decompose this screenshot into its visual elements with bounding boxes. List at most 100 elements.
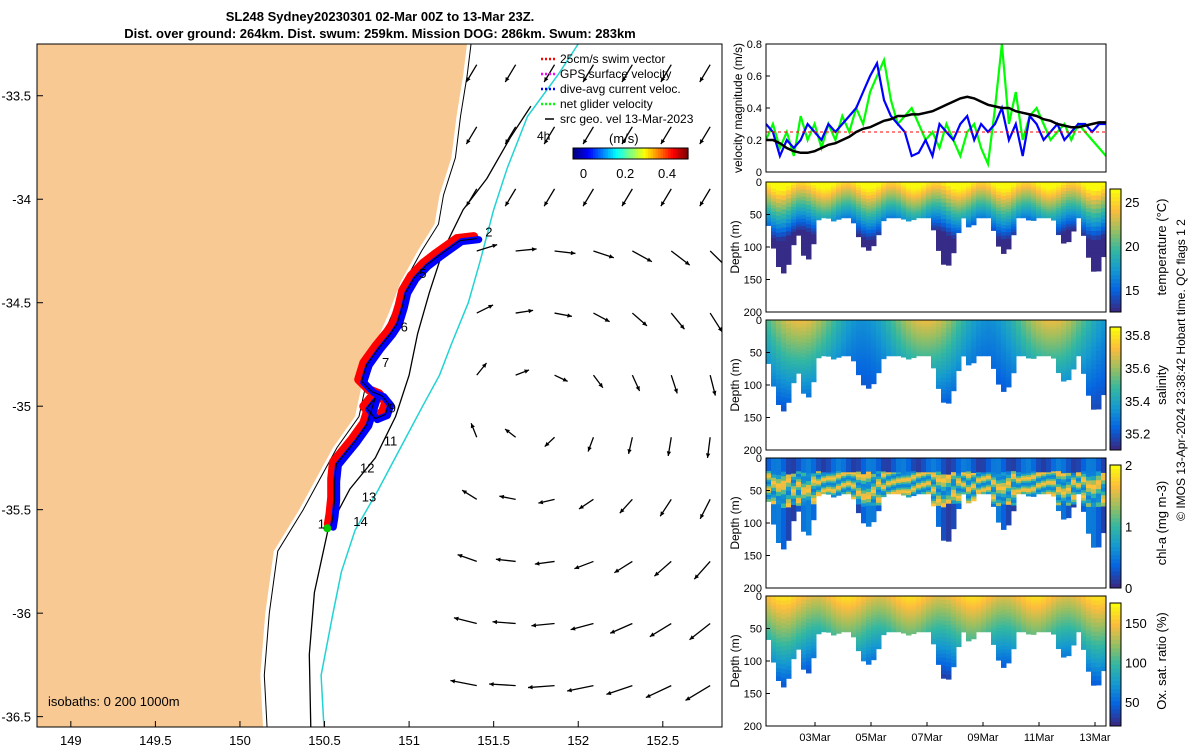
section-cell: [876, 189, 882, 194]
section-cell: [1066, 499, 1072, 504]
section-cell: [786, 365, 792, 370]
section-cell: [806, 465, 812, 471]
section-cell: [961, 352, 967, 355]
section-cell: [1081, 468, 1087, 472]
section-cell: [1051, 342, 1057, 346]
section-cell: [936, 223, 942, 227]
section-cell: [806, 630, 812, 635]
section-cell: [961, 486, 967, 490]
section-cell: [916, 201, 922, 204]
section-cell: [906, 189, 912, 193]
section-cell: [1076, 470, 1082, 473]
section-colorbar-swatch: [1110, 254, 1121, 260]
section-colorbar-swatch: [1110, 489, 1121, 495]
section-cell: [1051, 352, 1057, 355]
section-cell: [791, 326, 797, 330]
section-cell: [1061, 476, 1067, 480]
section-cell: [951, 351, 957, 356]
section-cell: [796, 500, 802, 504]
section-cell: [991, 320, 997, 323]
section-cell: [791, 376, 797, 381]
section-cell: [836, 187, 842, 190]
section-cell: [891, 201, 897, 204]
section-cell: [931, 322, 937, 326]
section-cell: [811, 188, 817, 192]
section-cell: [836, 327, 842, 330]
section-cell: [801, 207, 807, 212]
section-cell: [856, 617, 862, 622]
geo-arrow: [645, 685, 672, 699]
section-cell: [876, 320, 882, 324]
section-cell: [911, 459, 917, 463]
section-cell: [881, 488, 887, 492]
section-cell: [1056, 205, 1062, 209]
section-cell: [1031, 461, 1037, 465]
section-cell: [1016, 461, 1022, 464]
section-cell: [776, 249, 782, 255]
section-cell: [796, 325, 802, 329]
section-cell: [1086, 350, 1092, 355]
section-cell: [1011, 327, 1017, 332]
section-cell: [1056, 320, 1062, 324]
section-cell: [776, 220, 782, 225]
section-cell: [1026, 200, 1032, 204]
section-cell: [956, 204, 962, 208]
section-cell: [991, 344, 997, 348]
section-cell: [1066, 346, 1072, 351]
section-cell: [1091, 489, 1097, 495]
section-cell: [786, 186, 792, 191]
section-cell: [1076, 466, 1082, 470]
section-cell: [821, 629, 827, 633]
section-cell: [771, 323, 777, 328]
section-cell: [826, 614, 832, 617]
section-cell: [781, 195, 787, 201]
section-cell: [1081, 357, 1087, 361]
section-cell: [1076, 490, 1082, 493]
section-cell: [976, 328, 982, 332]
section-cell: [856, 233, 862, 238]
section-cell: [1041, 321, 1047, 325]
section-cell: [861, 329, 867, 334]
section-cell: [1051, 189, 1057, 193]
section-cell: [921, 327, 927, 330]
section-cell: [1071, 504, 1077, 508]
section-cell: [841, 321, 847, 325]
section-cell: [906, 320, 912, 323]
section-cell: [876, 486, 882, 491]
section-cell: [921, 196, 927, 199]
section-cell: [806, 212, 812, 218]
section-cell: [901, 355, 907, 358]
section-cell: [881, 331, 887, 335]
section-cell: [771, 359, 777, 364]
section-cell: [881, 207, 887, 210]
section-cell: [846, 337, 852, 341]
section-cell: [1036, 343, 1042, 346]
section-cell: [1086, 242, 1092, 247]
section-cell: [766, 617, 772, 621]
section-cell: [821, 192, 827, 196]
section-cell: [791, 639, 797, 644]
section-cell: [971, 192, 977, 196]
section-cell: [1061, 338, 1067, 342]
section-cell: [826, 477, 832, 481]
section-cell: [1006, 232, 1012, 237]
section-cell: [806, 519, 812, 524]
section-cell: [776, 500, 782, 505]
section-cell: [1006, 478, 1012, 482]
section-cell: [806, 320, 812, 325]
section-cell: [796, 495, 802, 499]
section-cell: [891, 350, 897, 353]
section-cell: [821, 604, 827, 608]
section-cell: [1026, 486, 1032, 489]
section-cell: [1086, 383, 1092, 389]
section-cell: [1101, 528, 1107, 534]
section-cell: [961, 196, 967, 199]
section-cell: [1051, 216, 1057, 219]
section-cell: [1086, 488, 1092, 493]
section-cell: [1071, 492, 1077, 496]
section-cell: [1051, 183, 1057, 187]
section-cell: [861, 220, 867, 225]
section-cell: [856, 217, 862, 221]
section-cell: [841, 182, 847, 185]
section-cell: [786, 596, 792, 601]
